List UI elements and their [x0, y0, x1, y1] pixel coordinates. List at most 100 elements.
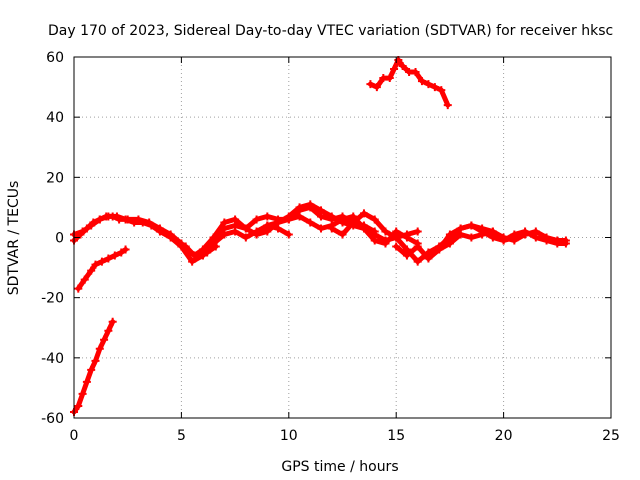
data-point: [381, 239, 390, 248]
data-point: [198, 251, 207, 260]
data-point: [295, 203, 304, 212]
series-arc-11: [366, 56, 452, 110]
y-tick-label: -20: [41, 291, 64, 307]
data-point: [390, 65, 399, 74]
x-tick-label: 5: [177, 428, 186, 444]
data-point: [181, 242, 190, 251]
data-point: [385, 74, 394, 83]
data-point: [252, 215, 261, 224]
x-tick-label: 10: [280, 428, 298, 444]
data-point: [561, 239, 570, 248]
data-point: [274, 218, 283, 227]
data-point: [166, 233, 175, 242]
y-tick-label: 40: [46, 110, 64, 126]
data-point: [338, 230, 347, 239]
series-line: [393, 229, 569, 262]
data-point: [359, 224, 368, 233]
data-point: [284, 230, 293, 239]
data-point: [190, 251, 199, 260]
data-point: [220, 218, 229, 227]
data-point: [188, 257, 197, 266]
data-point: [117, 248, 126, 257]
data-point: [104, 254, 113, 263]
chart-title: Day 170 of 2023, Sidereal Day-to-day VTE…: [48, 23, 613, 39]
series-line: [254, 213, 421, 246]
data-point: [443, 101, 452, 110]
data-point: [456, 224, 465, 233]
x-tick-label: 20: [495, 428, 513, 444]
series-line: [425, 223, 569, 255]
data-point: [147, 221, 156, 230]
data-point: [413, 242, 422, 251]
data-point: [252, 230, 261, 239]
data-point: [209, 233, 218, 242]
data-point: [104, 212, 113, 221]
data-point: [306, 200, 315, 209]
data-point: [231, 215, 240, 224]
data-point: [445, 230, 454, 239]
data-point: [263, 212, 272, 221]
data-point: [402, 233, 411, 242]
tick-labels: 0 5 10 15 20 25 -60 -40 -20 0 20 40 60: [41, 50, 620, 444]
data-point: [327, 224, 336, 233]
data-point: [402, 251, 411, 260]
data-point: [108, 317, 117, 326]
data-point: [430, 83, 439, 92]
data-point: [97, 257, 106, 266]
data-point: [413, 227, 422, 236]
series-arc-9: [74, 245, 130, 293]
data-point: [413, 257, 422, 266]
data-point: [499, 236, 508, 245]
data-point: [510, 230, 519, 239]
data-point: [295, 212, 304, 221]
series-arc-10: [70, 317, 117, 416]
data-point: [338, 215, 347, 224]
data-point: [398, 62, 407, 71]
data-point: [95, 215, 104, 224]
data-point: [521, 227, 530, 236]
data-point: [74, 284, 83, 293]
data-point: [74, 401, 83, 410]
data-point: [91, 260, 100, 269]
data-point: [306, 218, 315, 227]
data-point: [121, 215, 130, 224]
data-point: [87, 221, 96, 230]
data-point: [241, 233, 250, 242]
y-tick-label: 20: [46, 170, 64, 186]
data-point: [424, 248, 433, 257]
data-point: [366, 80, 375, 89]
axis-ticks: [73, 56, 612, 419]
data-point: [87, 266, 96, 275]
y-tick-label: -40: [41, 351, 64, 367]
y-tick-label: 60: [46, 50, 64, 66]
data-point: [155, 227, 164, 236]
data-point: [488, 233, 497, 242]
data-point: [467, 221, 476, 230]
data-point: [435, 245, 444, 254]
data-point: [317, 206, 326, 215]
data-point: [138, 218, 147, 227]
data-point: [80, 275, 89, 284]
data-point: [437, 86, 446, 95]
data-point: [359, 209, 368, 218]
data-point: [112, 212, 121, 221]
x-tick-label: 15: [387, 428, 405, 444]
x-tick-label: 0: [70, 428, 79, 444]
data-point: [284, 215, 293, 224]
data-point: [370, 236, 379, 245]
y-axis-label: SDTVAR / TECUs: [6, 181, 22, 296]
data-point: [392, 233, 401, 242]
data-point: [478, 227, 487, 236]
data-point: [417, 77, 426, 86]
data-point: [121, 245, 130, 254]
data-point: [424, 80, 433, 89]
y-tick-label: -60: [41, 411, 64, 427]
x-axis-label: GPS time / hours: [281, 459, 398, 475]
data-point: [542, 236, 551, 245]
data-point: [553, 239, 562, 248]
series-arc-5: [252, 212, 422, 248]
data-point: [317, 224, 326, 233]
data-point: [445, 239, 454, 248]
data-point: [110, 251, 119, 260]
